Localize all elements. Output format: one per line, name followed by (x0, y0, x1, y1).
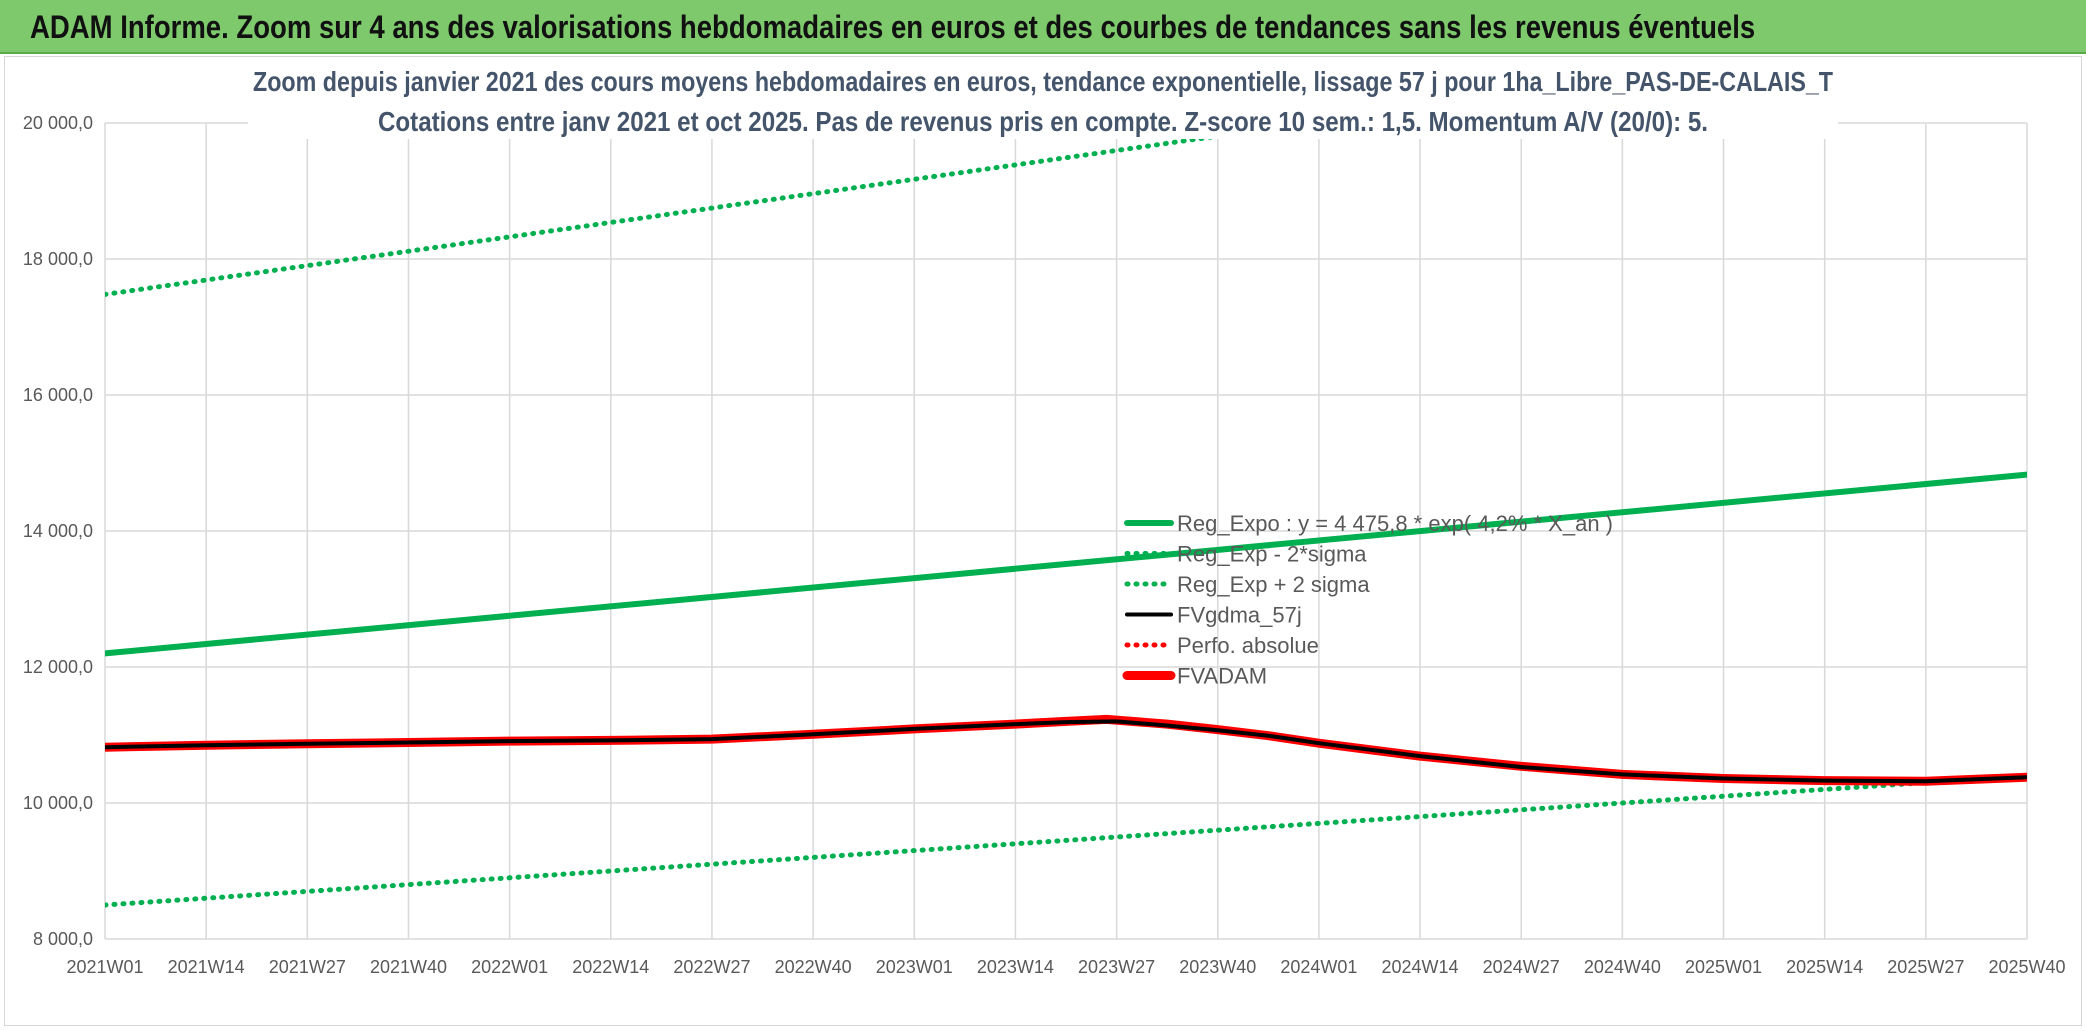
series-line-0 (105, 471, 2027, 657)
x-tick-label: 2022W01 (471, 957, 548, 977)
x-tick-label: 2023W14 (977, 957, 1054, 977)
y-tick-label: 16 000,0 (23, 385, 93, 405)
legend-label: Reg_Exp + 2 sigma (1177, 572, 1370, 597)
series-line-3 (105, 719, 2027, 784)
x-tick-label: 2022W27 (673, 957, 750, 977)
x-tick-label: 2022W14 (572, 957, 649, 977)
series-layer (105, 121, 2027, 908)
chart-title-background (248, 59, 1838, 139)
x-tick-label: 2021W14 (168, 957, 245, 977)
x-tick-label: 2022W40 (775, 957, 852, 977)
x-tick-label: 2021W01 (66, 957, 143, 977)
legend-label: FVADAM (1177, 664, 1267, 689)
series-line-2 (105, 121, 1342, 297)
y-tick-label: 12 000,0 (23, 657, 93, 677)
x-tick-label: 2025W27 (1887, 957, 1964, 977)
legend-label: Reg_Expo : y = 4 475,8 * exp( 4,2% * X_a… (1177, 511, 1613, 536)
x-axis-tick-labels: 2021W01 2021W14 2021W27 2021W40 2022W01 2022W… (66, 957, 2065, 977)
x-tick-label: 2025W14 (1786, 957, 1863, 977)
legend-label: FVgdma_57j (1177, 603, 1302, 628)
x-tick-label: 2025W01 (1685, 957, 1762, 977)
x-tick-label: 2023W01 (876, 957, 953, 977)
x-tick-label: 2021W27 (269, 957, 346, 977)
horizontal-gridlines (105, 122, 2027, 940)
chart-area: Zoom depuis janvier 2021 des cours moyen… (4, 56, 2082, 1026)
x-tick-label: 2021W40 (370, 957, 447, 977)
x-tick-label: 2023W40 (1179, 957, 1256, 977)
chart-title-line-2: Cotations entre janv 2021 et oct 2025. P… (378, 106, 1708, 137)
chart-legend: Reg_Expo : y = 4 475,8 * exp( 4,2% * X_a… (1122, 511, 1613, 689)
legend-label: Perfo. absolue (1177, 633, 1319, 658)
legend-label: Reg_Exp - 2*sigma (1177, 542, 1367, 567)
x-tick-label: 2025W40 (1988, 957, 2065, 977)
x-tick-label: 2023W27 (1078, 957, 1155, 977)
line-chart: Zoom depuis janvier 2021 des cours moyen… (23, 59, 2066, 977)
y-tick-label: 8 000,0 (33, 929, 93, 949)
chart-title: Zoom depuis janvier 2021 des cours moyen… (248, 59, 1838, 139)
y-tick-label: 10 000,0 (23, 793, 93, 813)
y-tick-label: 20 000,0 (23, 113, 93, 133)
y-axis-tick-labels: 8 000,0 10 000,0 12 000,0 14 000,0 16 000,0 1… (23, 113, 93, 949)
report-banner: ADAM Informe. Zoom sur 4 ans des valoris… (0, 0, 2086, 54)
y-tick-label: 18 000,0 (23, 249, 93, 269)
series-line-5 (105, 714, 2027, 786)
chart-title-line-1: Zoom depuis janvier 2021 des cours moyen… (253, 66, 1833, 97)
x-tick-label: 2024W14 (1382, 957, 1459, 977)
x-tick-label: 2024W40 (1584, 957, 1661, 977)
series-line-1 (105, 773, 2027, 908)
report-title: ADAM Informe. Zoom sur 4 ans des valoris… (30, 9, 1756, 45)
x-tick-label: 2024W01 (1280, 957, 1357, 977)
x-tick-label: 2024W27 (1483, 957, 1560, 977)
y-tick-label: 14 000,0 (23, 521, 93, 541)
